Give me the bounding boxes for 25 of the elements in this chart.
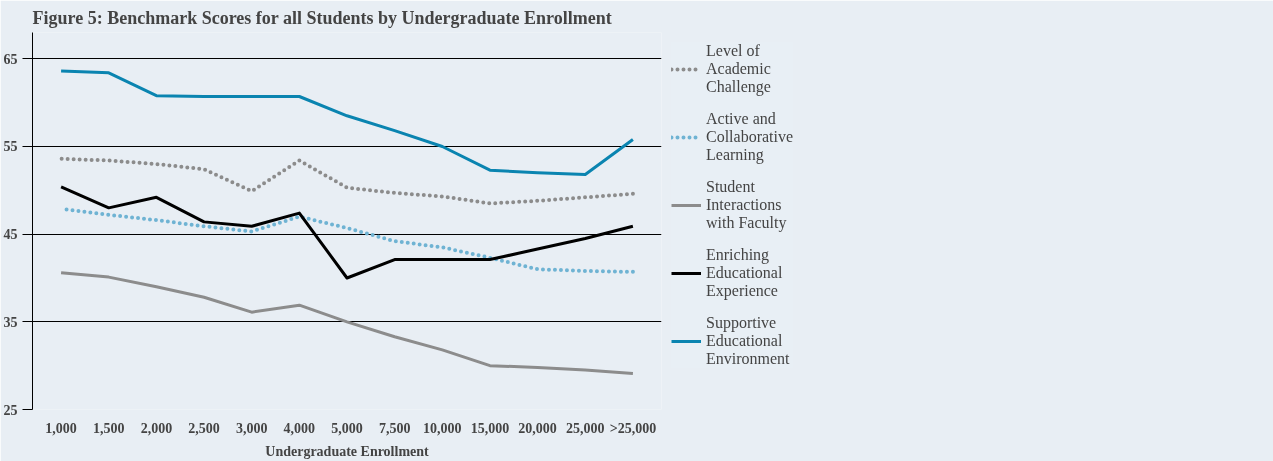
x-tick-label: 1,500	[92, 420, 125, 436]
x-tick-label: 3,000	[235, 420, 268, 436]
legend-label: Enriching Educational Experience	[706, 246, 783, 300]
x-axis-title: Undergraduate Enrollment	[265, 443, 430, 459]
x-tick-label: 20,000	[518, 420, 557, 436]
y-tick-label: 35	[3, 314, 18, 330]
x-tick-label: 2,500	[188, 420, 220, 436]
y-tick-label: 55	[3, 139, 18, 155]
x-tick-label: 25,000	[566, 420, 605, 436]
x-tick-label: >25,000	[609, 420, 657, 436]
legend-label: Student Interactions with Faculty	[706, 178, 787, 232]
legend-label: Active and Collaborative Learning	[706, 110, 794, 164]
legend-label: Level of Academic Challenge	[706, 42, 771, 96]
chart-title: Figure 5: Benchmark Scores for all Students by Undergraduate Enrollment	[32, 7, 612, 28]
x-tick-label: 10,000	[423, 420, 462, 436]
x-tick-label: 5,000	[331, 420, 363, 436]
y-tick-label: 25	[3, 402, 18, 418]
x-tick-label: 7,500	[378, 420, 411, 436]
x-tick-label: 2,000	[140, 420, 173, 436]
y-tick-label: 65	[3, 51, 18, 67]
x-tick-label: 4,000	[283, 420, 316, 436]
y-tick-label: 45	[3, 227, 18, 243]
x-tick-label: 1,000	[45, 420, 77, 436]
x-tick-label: 15,000	[470, 420, 510, 436]
legend-label: Supportive Educational Environment	[706, 314, 790, 368]
